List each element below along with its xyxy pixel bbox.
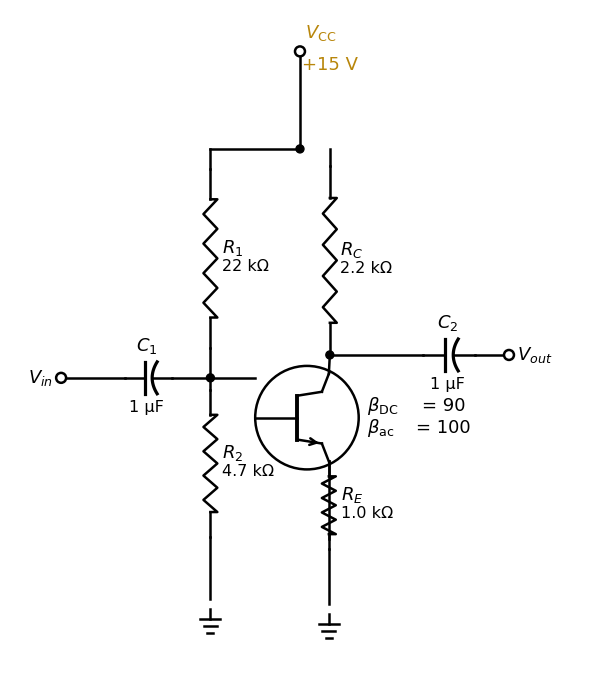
Circle shape bbox=[295, 46, 305, 56]
Circle shape bbox=[56, 373, 66, 383]
Text: $V_{\mathrm{CC}}$: $V_{\mathrm{CC}}$ bbox=[305, 23, 336, 43]
Text: $R_1$: $R_1$ bbox=[222, 238, 244, 258]
Text: $\beta_{\mathrm{ac}}$: $\beta_{\mathrm{ac}}$ bbox=[366, 417, 394, 439]
Text: = 100: = 100 bbox=[417, 419, 471, 437]
Text: 1 μF: 1 μF bbox=[430, 377, 465, 392]
Circle shape bbox=[326, 351, 334, 359]
Text: $R_E$: $R_E$ bbox=[341, 485, 363, 505]
Text: $R_C$: $R_C$ bbox=[340, 240, 363, 260]
Text: $V_{out}$: $V_{out}$ bbox=[517, 345, 552, 365]
Text: $C_1$: $C_1$ bbox=[136, 336, 158, 356]
Text: $\beta_{\mathrm{DC}}$: $\beta_{\mathrm{DC}}$ bbox=[366, 395, 398, 417]
Text: 22 kΩ: 22 kΩ bbox=[222, 259, 270, 274]
Circle shape bbox=[504, 350, 514, 360]
Text: 1.0 kΩ: 1.0 kΩ bbox=[341, 506, 393, 521]
Text: $V_{in}$: $V_{in}$ bbox=[28, 368, 53, 388]
Text: 1 μF: 1 μF bbox=[129, 400, 164, 415]
Text: 2.2 kΩ: 2.2 kΩ bbox=[340, 261, 392, 276]
Text: $C_2$: $C_2$ bbox=[437, 313, 458, 333]
Text: $R_2$: $R_2$ bbox=[222, 444, 244, 464]
Text: = 90: = 90 bbox=[422, 397, 466, 415]
Circle shape bbox=[206, 374, 214, 382]
Text: +15 V: +15 V bbox=[302, 56, 358, 74]
Circle shape bbox=[296, 145, 304, 153]
Text: 4.7 kΩ: 4.7 kΩ bbox=[222, 464, 274, 479]
